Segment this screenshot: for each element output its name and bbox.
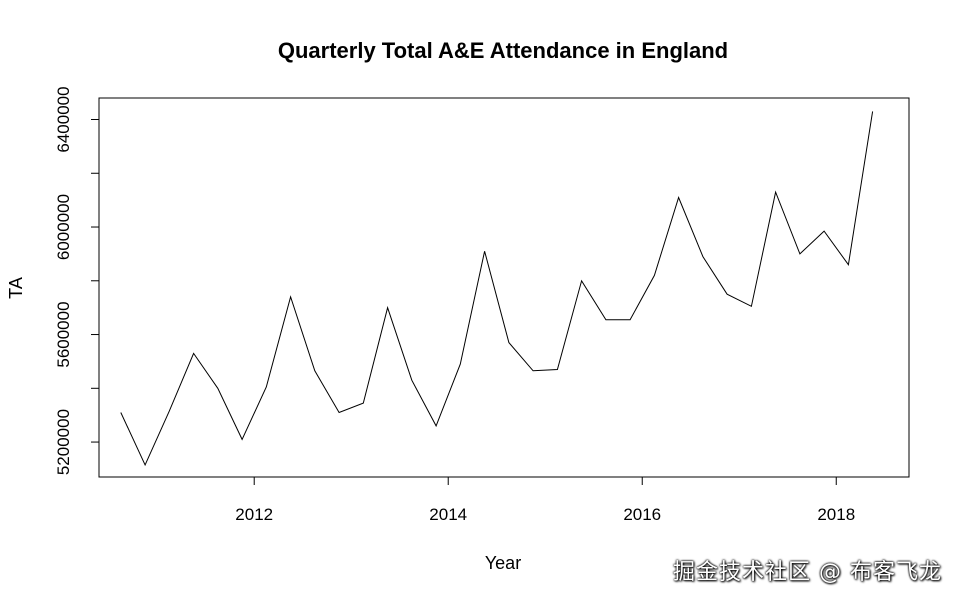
data-point xyxy=(288,294,293,299)
data-point xyxy=(603,317,608,322)
data-point xyxy=(385,305,390,310)
data-point xyxy=(700,254,705,259)
data-point xyxy=(797,251,802,256)
data-point xyxy=(506,340,511,345)
data-point xyxy=(870,109,875,114)
data-point xyxy=(579,278,584,283)
x-tick-label: 2012 xyxy=(235,505,273,524)
data-point xyxy=(676,195,681,200)
data-point xyxy=(191,351,196,356)
data-point xyxy=(409,378,414,383)
y-tick-label: 5200000 xyxy=(54,409,73,475)
data-point xyxy=(773,190,778,195)
data-point xyxy=(167,409,172,414)
data-point xyxy=(822,229,827,234)
plot-frame xyxy=(98,97,910,478)
data-point xyxy=(628,317,633,322)
y-axis-label: TA xyxy=(6,277,26,299)
chart-title: Quarterly Total A&E Attendance in Englan… xyxy=(278,38,728,63)
data-point xyxy=(215,386,220,391)
data-point xyxy=(846,262,851,267)
data-point xyxy=(749,304,754,309)
x-tick-label: 2016 xyxy=(623,505,661,524)
data-points xyxy=(118,109,875,468)
y-tick-label: 6000000 xyxy=(54,194,73,260)
data-point xyxy=(482,249,487,254)
data-point xyxy=(361,401,366,406)
data-point xyxy=(652,273,657,278)
data-point xyxy=(337,410,342,415)
data-point xyxy=(434,423,439,428)
watermark: 掘金技术社区 @ 布客飞龙 xyxy=(673,560,942,585)
y-tick-label: 6400000 xyxy=(54,86,73,152)
data-point xyxy=(555,367,560,372)
data-point xyxy=(312,368,317,373)
x-tick-label: 2014 xyxy=(429,505,467,524)
data-point xyxy=(725,292,730,297)
data-point xyxy=(531,368,536,373)
data-point xyxy=(458,362,463,367)
data-point xyxy=(240,437,245,442)
series-line xyxy=(120,111,874,467)
data-point xyxy=(143,462,148,467)
y-axis: 5200000 5600000 6000000 6400000 xyxy=(54,86,100,475)
x-axis: 2012 2014 2016 2018 xyxy=(235,476,855,524)
data-point xyxy=(264,385,269,390)
x-axis-label: Year xyxy=(485,553,521,573)
data-point xyxy=(118,410,123,415)
x-tick-label: 2018 xyxy=(817,505,855,524)
y-tick-label: 5600000 xyxy=(54,301,73,367)
